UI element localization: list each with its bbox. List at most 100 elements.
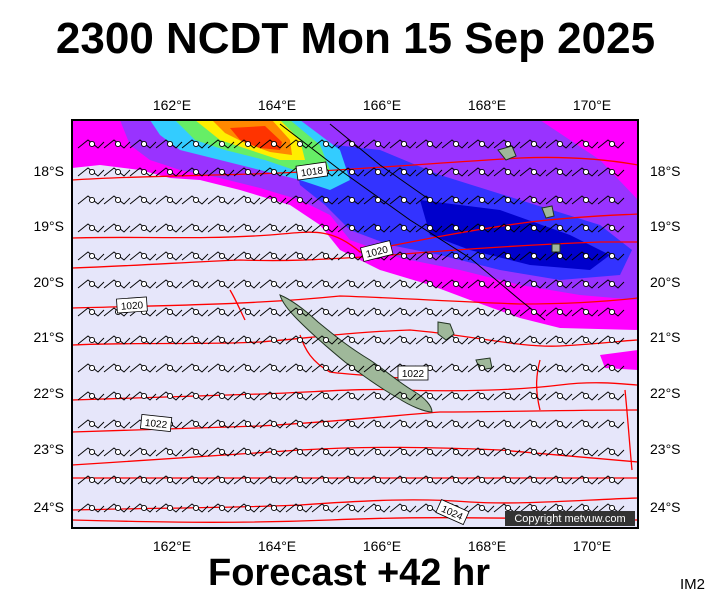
map-frame xyxy=(71,119,639,529)
wind-barbs xyxy=(77,139,625,513)
wind-station xyxy=(88,308,96,316)
wind-station xyxy=(530,196,538,204)
isobar-line xyxy=(229,289,246,321)
wind-station xyxy=(140,336,148,344)
wind-station xyxy=(582,392,590,400)
lon-tick-label: 162°E xyxy=(153,97,191,113)
wind-station xyxy=(218,448,226,456)
wind-station xyxy=(296,476,304,484)
wind-station xyxy=(530,364,538,372)
island-grande-terre xyxy=(279,294,433,413)
wind-station xyxy=(192,420,200,428)
wind-station xyxy=(530,168,538,176)
lon-tick-label: 170°E xyxy=(573,538,611,554)
wind-station xyxy=(296,364,304,372)
wind-station xyxy=(478,280,486,288)
wind-station xyxy=(530,476,538,484)
wind-station xyxy=(218,252,226,260)
wind-station xyxy=(114,196,122,204)
wind-station xyxy=(192,280,200,288)
isobar-label: 1022 xyxy=(402,369,425,380)
wind-station xyxy=(296,252,304,260)
wind-station xyxy=(374,336,382,344)
wind-station xyxy=(504,252,512,260)
wind-station xyxy=(296,140,304,148)
wind-station xyxy=(608,252,616,260)
wind-station xyxy=(348,308,356,316)
wind-station xyxy=(478,392,486,400)
wind-station xyxy=(348,420,356,428)
wind-station xyxy=(426,280,434,288)
wind-station xyxy=(556,140,564,148)
wind-station xyxy=(166,476,174,484)
wind-station xyxy=(530,308,538,316)
wind-station xyxy=(192,308,200,316)
wind-station xyxy=(348,252,356,260)
wind-station xyxy=(504,364,512,372)
wind-station xyxy=(88,476,96,484)
lat-tick-label: 23°S xyxy=(33,441,64,457)
wind-station xyxy=(478,168,486,176)
wind-station xyxy=(114,280,122,288)
wind-station xyxy=(452,224,460,232)
wind-station xyxy=(140,448,148,456)
wind-station xyxy=(270,336,278,344)
wind-station xyxy=(348,448,356,456)
lon-tick-label: 168°E xyxy=(468,538,506,554)
wind-station xyxy=(244,392,252,400)
wind-station xyxy=(608,336,616,344)
wind-station xyxy=(270,252,278,260)
wind-station xyxy=(582,224,590,232)
wind-station xyxy=(322,196,330,204)
wind-station xyxy=(478,140,486,148)
isobar-label: 1020 xyxy=(121,300,144,313)
wind-station xyxy=(452,364,460,372)
wind-station xyxy=(244,308,252,316)
wind-station xyxy=(270,224,278,232)
wind-station xyxy=(166,168,174,176)
wind-station xyxy=(192,448,200,456)
wind-station xyxy=(114,448,122,456)
lon-tick-label: 162°E xyxy=(153,538,191,554)
wind-station xyxy=(478,336,486,344)
wind-station xyxy=(374,140,382,148)
island-north-1 xyxy=(497,145,517,161)
wind-station xyxy=(348,476,356,484)
wind-station xyxy=(88,448,96,456)
image-code: IM2 xyxy=(680,576,706,593)
lon-tick-label: 166°E xyxy=(363,97,401,113)
wind-station xyxy=(400,392,408,400)
wind-station xyxy=(322,336,330,344)
wind-station xyxy=(88,196,96,204)
wind-station xyxy=(140,224,148,232)
wind-station xyxy=(426,196,434,204)
wind-station xyxy=(452,168,460,176)
wind-station xyxy=(322,476,330,484)
wind-station xyxy=(426,224,434,232)
wind-station xyxy=(608,448,616,456)
wind-station xyxy=(452,420,460,428)
wind-station xyxy=(218,392,226,400)
wind-station xyxy=(348,392,356,400)
wind-station xyxy=(322,448,330,456)
wind-station xyxy=(608,224,616,232)
wind-station xyxy=(504,308,512,316)
wind-station xyxy=(426,168,434,176)
wind-station xyxy=(426,448,434,456)
wind-station xyxy=(556,476,564,484)
wind-station xyxy=(400,336,408,344)
wind-station xyxy=(88,392,96,400)
wind-station xyxy=(218,224,226,232)
lat-tick-label: 23°S xyxy=(650,441,681,457)
wind-station xyxy=(582,364,590,372)
wind-station xyxy=(504,224,512,232)
wind-station xyxy=(296,280,304,288)
wind-station xyxy=(218,336,226,344)
wind-station xyxy=(88,420,96,428)
wind-station xyxy=(244,280,252,288)
wind-station xyxy=(166,364,174,372)
wind-station xyxy=(556,252,564,260)
wind-station xyxy=(556,308,564,316)
wind-station xyxy=(322,224,330,232)
